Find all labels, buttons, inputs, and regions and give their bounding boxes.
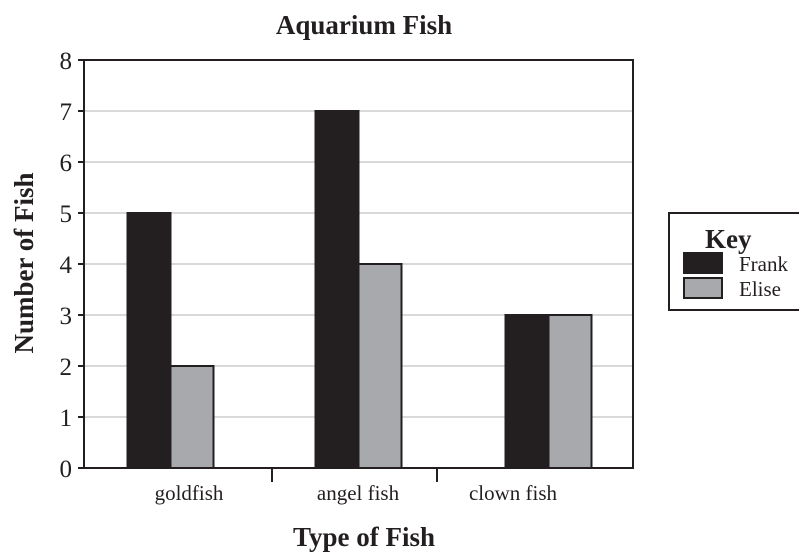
- x-axis-title: Type of Fish: [293, 522, 435, 552]
- bar-elise-angel-fish: [357, 263, 403, 469]
- bar-frank-clown-fish: [504, 314, 550, 469]
- bar-elise-goldfish: [169, 365, 215, 469]
- y-tick-labels: 0 1 2 3 4 5 6 7 8: [60, 48, 84, 483]
- legend-title: Key: [705, 224, 752, 254]
- y-tick-label: 2: [60, 354, 73, 381]
- y-tick-label: 4: [60, 252, 73, 279]
- legend-label: Frank: [739, 252, 788, 276]
- y-tick-label: 5: [60, 201, 73, 228]
- y-tick-label: 7: [60, 99, 73, 126]
- y-tick-label: 3: [60, 303, 73, 330]
- y-tick-label: 6: [60, 150, 73, 177]
- x-tick-label: goldfish: [155, 481, 224, 505]
- bar-frank-goldfish: [126, 212, 172, 469]
- legend-swatch: [683, 252, 723, 274]
- bar-elise-clown-fish: [547, 314, 593, 469]
- x-tick-label: clown fish: [469, 481, 558, 505]
- y-tick-label: 0: [60, 456, 73, 483]
- x-tick-label: angel fish: [317, 481, 400, 505]
- bar-frank-angel-fish: [314, 110, 360, 469]
- y-axis-title: Number of Fish: [9, 172, 39, 353]
- legend-swatch: [683, 277, 723, 299]
- y-tick-label: 8: [60, 48, 73, 75]
- bars: [126, 110, 593, 469]
- legend-label: Elise: [739, 277, 781, 301]
- x-tick-marks: [271, 468, 438, 482]
- y-tick-label: 1: [60, 405, 73, 432]
- chart-title: Aquarium Fish: [276, 10, 452, 40]
- x-tick-labels: goldfish angel fish clown fish: [155, 481, 558, 505]
